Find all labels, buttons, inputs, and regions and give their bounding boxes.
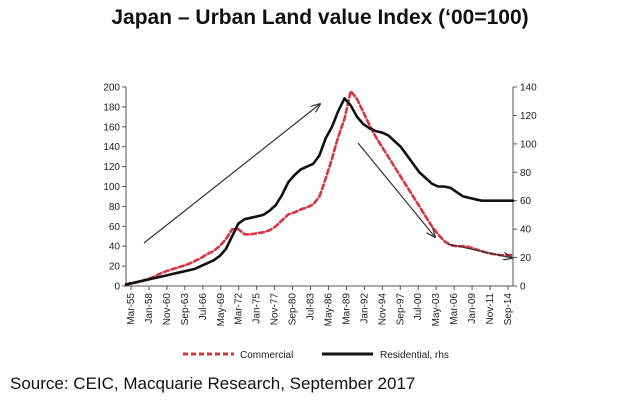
x-tick-label: Jan-75 bbox=[252, 293, 263, 324]
series-line-residential bbox=[124, 97, 515, 286]
y-tick-right-label: 100 bbox=[520, 139, 537, 150]
y-tick-left-label: 20 bbox=[109, 262, 121, 273]
legend-label-commercial: Commercial bbox=[240, 350, 293, 361]
trend-arrow-flat bbox=[447, 243, 512, 258]
y-tick-left-label: 180 bbox=[103, 102, 120, 113]
y-tick-right-label: 40 bbox=[520, 225, 532, 236]
x-tick-label: Mar-06 bbox=[449, 293, 460, 325]
y-tick-left-label: 100 bbox=[103, 182, 120, 193]
trend-arrow-rise bbox=[143, 104, 320, 244]
x-tick-label: May-86 bbox=[323, 293, 334, 327]
y-tick-right-label: 60 bbox=[520, 196, 532, 207]
series-line-commercial bbox=[124, 89, 515, 286]
y-tick-left-label: 0 bbox=[114, 282, 120, 293]
x-tick-label: Nov-60 bbox=[162, 293, 173, 326]
x-tick-label: Jul-00 bbox=[413, 293, 424, 321]
y-tick-left-label: 40 bbox=[109, 242, 121, 253]
y-tick-right-label: 80 bbox=[520, 168, 532, 179]
y-tick-left-label: 140 bbox=[103, 142, 120, 153]
x-tick-label: Mar-89 bbox=[341, 293, 352, 325]
trend-arrow-fall bbox=[357, 142, 435, 237]
x-tick-label: Nov-77 bbox=[270, 293, 281, 326]
y-tick-left-label: 200 bbox=[103, 83, 120, 94]
x-tick-label: Sep-97 bbox=[395, 293, 406, 326]
legend-label-residential: Residential, rhs bbox=[380, 350, 449, 361]
x-tick-label: Jan-92 bbox=[359, 293, 370, 324]
y-tick-left-label: 60 bbox=[109, 222, 121, 233]
y-tick-right-label: 20 bbox=[520, 253, 532, 264]
x-tick-label: May-69 bbox=[216, 293, 227, 327]
y-tick-right-label: 120 bbox=[520, 111, 537, 122]
x-tick-label: Nov-94 bbox=[377, 293, 388, 326]
land-value-chart: 0 20 40 60 80 100 120 140 160 180 200 0 20 40 60 80 100 1… bbox=[103, 83, 537, 362]
x-tick-label: Sep-14 bbox=[503, 293, 514, 326]
y-tick-left-label: 80 bbox=[109, 202, 121, 213]
x-tick-label: Mar-55 bbox=[126, 293, 137, 325]
x-tick-label: Sep-80 bbox=[288, 293, 299, 326]
source-note: Source: CEIC, Macquarie Research, Septem… bbox=[10, 374, 416, 393]
y-tick-right-label: 140 bbox=[520, 83, 537, 94]
chart-title: Japan – Urban Land value Index (‘00=100) bbox=[111, 6, 529, 29]
x-tick-label: May-03 bbox=[431, 293, 442, 327]
x-tick-label: Sep-63 bbox=[180, 293, 191, 326]
x-tick-label: Jan-09 bbox=[467, 293, 478, 324]
y-tick-right-label: 0 bbox=[520, 282, 526, 293]
x-tick-label: Mar-72 bbox=[234, 293, 245, 325]
y-tick-left-label: 160 bbox=[103, 122, 120, 133]
x-tick-label: Jul-66 bbox=[198, 293, 209, 321]
x-tick-label: Nov-11 bbox=[485, 293, 496, 325]
x-tick-label: Jan-58 bbox=[144, 293, 155, 324]
y-tick-left-label: 120 bbox=[103, 162, 120, 173]
x-tick-label: Jul-83 bbox=[306, 293, 317, 321]
